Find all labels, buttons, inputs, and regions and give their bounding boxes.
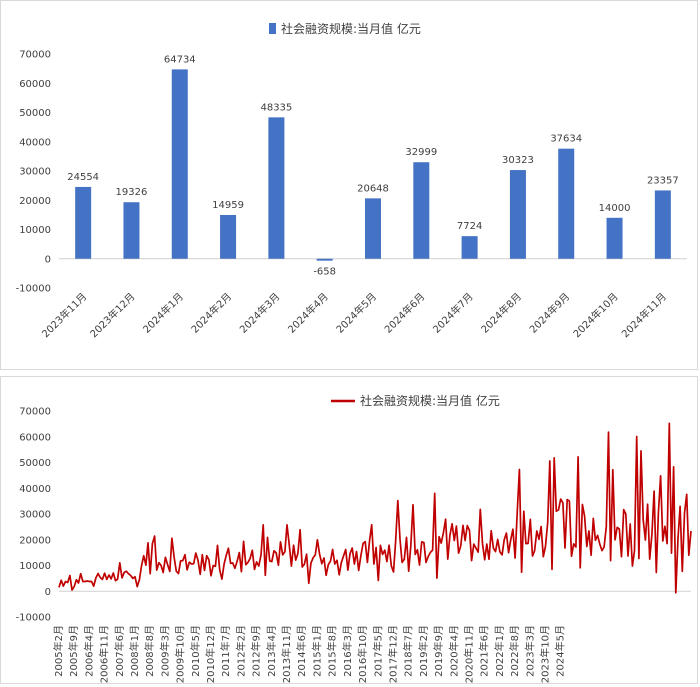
line-chart-panel: 社会融资规模:当月值 亿元 -10000 0 10000 20000 30000 40000… <box>0 376 698 684</box>
y-tick-label: 60000 <box>19 432 51 443</box>
x-tick-label: 2024年7月 <box>430 290 476 336</box>
x-tick-label: 2023年12月 <box>87 290 137 340</box>
legend-swatch <box>269 23 276 34</box>
x-tick-label: 2012年2月 <box>234 625 247 677</box>
x-tick-label: 2015年8月 <box>326 625 339 677</box>
y-tick-label: 10000 <box>19 561 51 572</box>
x-tick-label: 2019年2月 <box>417 625 430 677</box>
x-tick-label: 2018年7月 <box>402 625 415 677</box>
bar <box>461 236 478 259</box>
x-tick-label: 2013年11月 <box>280 625 293 683</box>
x-tick-label: 2017年12月 <box>386 625 399 683</box>
x-tick-label: 2006年11月 <box>98 625 111 683</box>
x-tick-label: 2016年10月 <box>356 625 369 683</box>
y-tick-label: 50000 <box>19 458 51 469</box>
data-label: 14000 <box>599 203 631 214</box>
y-tick-label: 60000 <box>19 79 51 90</box>
series-line <box>58 422 692 594</box>
x-tick-label: 2005年2月 <box>52 625 65 677</box>
x-tick-label: 2012年9月 <box>250 625 263 677</box>
x-tick-label: 2009年3月 <box>158 625 171 677</box>
x-tick-label: 2013年4月 <box>265 625 278 677</box>
x-tick-label: 2024年2月 <box>188 290 234 336</box>
y-tick-label: 70000 <box>19 50 51 61</box>
bar <box>509 170 526 259</box>
y-tick-label: 30000 <box>19 510 51 521</box>
x-tick-label: 2010年5月 <box>189 625 202 677</box>
bar-chart: 社会融资规模:当月值 亿元 -10000 0 10000 20000 30000 40000… <box>16 21 687 340</box>
y-tick-label: -10000 <box>16 613 51 624</box>
legend-label: 社会融资规模:当月值 亿元 <box>360 393 500 408</box>
x-tick-label: 2011年7月 <box>219 625 232 677</box>
x-tick-label: 2024年1月 <box>140 290 186 336</box>
bar <box>654 190 671 259</box>
bar <box>365 198 381 259</box>
x-tick-label: 2022年8月 <box>508 625 521 677</box>
x-tick-label: 2024年10月 <box>570 290 620 340</box>
y-tick-label: 20000 <box>19 196 51 207</box>
x-tick-label: 2024年5月 <box>554 625 567 677</box>
bar <box>413 162 430 259</box>
y-tick-label: 20000 <box>19 535 51 546</box>
x-tick-label: 2024年6月 <box>382 290 428 336</box>
x-tick-label: 2014年6月 <box>295 625 308 677</box>
x-tick-label: 2006年4月 <box>82 625 95 677</box>
x-tick-label: 2024年5月 <box>333 290 379 336</box>
data-label: 19326 <box>116 187 148 198</box>
data-label: 37634 <box>550 134 582 145</box>
data-label: 48335 <box>260 102 292 113</box>
legend-label: 社会融资规模:当月值 亿元 <box>281 21 421 36</box>
x-tick-label: 2010年12月 <box>204 625 217 683</box>
x-tick-label: 2024年9月 <box>527 290 573 336</box>
data-label: 64734 <box>164 54 196 65</box>
data-label: 20648 <box>357 183 389 194</box>
bar <box>558 148 575 259</box>
y-tick-label: 40000 <box>19 484 51 495</box>
bar <box>75 186 92 259</box>
x-tick-label: 2024年8月 <box>478 290 524 336</box>
data-label: 30323 <box>502 155 534 166</box>
data-label: 24554 <box>67 172 99 183</box>
data-label: -658 <box>313 267 336 278</box>
x-tick-label: 2017年5月 <box>371 625 384 677</box>
y-tick-label: 40000 <box>19 137 51 148</box>
x-tick-label: 2005年9月 <box>67 625 80 677</box>
y-tick-label: 70000 <box>19 407 51 418</box>
x-tick-label: 2022年1月 <box>493 625 506 677</box>
bar <box>171 69 188 259</box>
y-tick-label: 50000 <box>19 108 51 119</box>
data-label: 32999 <box>405 147 437 158</box>
x-tick-label: 2023年11月 <box>39 290 89 340</box>
x-tick-label: 2023年10月 <box>538 625 551 683</box>
bar-chart-panel: 社会融资规模:当月值 亿元 -10000 0 10000 20000 30000 40000… <box>0 0 698 370</box>
x-tick-label: 2019年9月 <box>432 625 445 677</box>
x-tick-label: 2008年1月 <box>128 625 141 677</box>
y-tick-label: 0 <box>45 587 51 598</box>
bar <box>220 214 237 259</box>
data-label: 14959 <box>212 200 244 211</box>
x-tick-label: 2009年10月 <box>174 625 187 683</box>
data-label: 23357 <box>647 175 679 186</box>
y-tick-label: 10000 <box>19 225 51 236</box>
bar <box>606 217 623 259</box>
data-label: 7724 <box>457 221 482 232</box>
x-tick-label: 2024年4月 <box>285 290 331 336</box>
y-tick-label: 0 <box>45 254 51 265</box>
x-tick-label: 2020年4月 <box>447 625 460 677</box>
x-tick-label: 2021年6月 <box>478 625 491 677</box>
x-tick-label: 2016年3月 <box>341 625 354 677</box>
x-tick-label: 2015年1月 <box>310 625 323 677</box>
x-tick-label: 2007年6月 <box>113 625 126 677</box>
x-tick-label: 2020年11月 <box>462 625 475 683</box>
x-tick-label: 2023年3月 <box>523 625 536 677</box>
bar <box>316 258 333 261</box>
y-tick-label: 30000 <box>19 167 51 178</box>
x-tick-label: 2024年3月 <box>237 290 283 336</box>
x-tick-label: 2024年11月 <box>619 290 669 340</box>
x-tick-label: 2008年8月 <box>143 625 156 677</box>
y-tick-label: -10000 <box>16 284 51 295</box>
line-chart: 社会融资规模:当月值 亿元 -10000 0 10000 20000 30000 40000… <box>16 393 692 683</box>
bar <box>123 202 140 259</box>
bar <box>268 117 285 259</box>
